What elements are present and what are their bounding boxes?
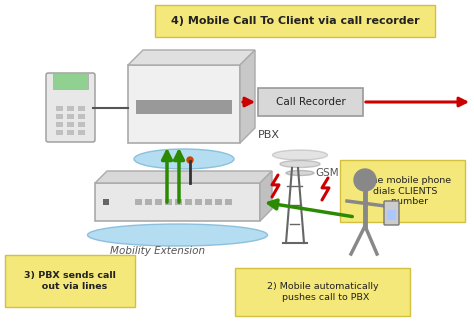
Bar — [56, 130, 63, 135]
Bar — [53, 73, 88, 89]
Bar — [78, 130, 85, 135]
FancyBboxPatch shape — [384, 201, 399, 225]
FancyBboxPatch shape — [5, 255, 135, 307]
Bar — [185, 199, 192, 205]
Text: 4) Mobile Call To Client via call recorder: 4) Mobile Call To Client via call record… — [171, 16, 419, 26]
Text: 2) Mobile automatically
  pushes call to PBX: 2) Mobile automatically pushes call to P… — [267, 282, 378, 302]
Bar — [56, 106, 63, 111]
Bar — [67, 130, 74, 135]
Bar — [67, 106, 74, 111]
Bar — [155, 199, 162, 205]
Bar — [225, 199, 232, 205]
Bar — [175, 199, 182, 205]
Bar — [145, 199, 152, 205]
Bar — [387, 210, 396, 220]
FancyBboxPatch shape — [128, 65, 240, 143]
Ellipse shape — [286, 170, 314, 176]
FancyBboxPatch shape — [155, 5, 435, 37]
Bar — [195, 199, 202, 205]
Circle shape — [187, 157, 193, 163]
Bar — [136, 100, 232, 114]
Bar — [135, 199, 142, 205]
FancyBboxPatch shape — [258, 88, 363, 116]
Text: 3) PBX sends call
   out via lines: 3) PBX sends call out via lines — [24, 271, 116, 291]
Polygon shape — [260, 171, 272, 221]
Ellipse shape — [134, 149, 234, 169]
Bar — [103, 199, 109, 205]
FancyBboxPatch shape — [46, 73, 95, 142]
Bar — [78, 114, 85, 119]
Text: GSM: GSM — [315, 168, 338, 178]
Bar — [78, 106, 85, 111]
FancyBboxPatch shape — [95, 183, 260, 221]
Text: Call Recorder: Call Recorder — [275, 97, 346, 107]
FancyBboxPatch shape — [235, 268, 410, 316]
Polygon shape — [128, 50, 255, 65]
Polygon shape — [240, 50, 255, 143]
Bar — [78, 122, 85, 127]
Bar — [56, 122, 63, 127]
Bar — [205, 199, 212, 205]
Text: 1) The mobile phone
  dials CLIENTS
     number: 1) The mobile phone dials CLIENTS number — [354, 176, 452, 206]
Ellipse shape — [280, 161, 320, 167]
Bar — [67, 114, 74, 119]
Circle shape — [354, 169, 376, 191]
Polygon shape — [95, 171, 272, 183]
FancyBboxPatch shape — [340, 160, 465, 222]
Text: Mobility Extension: Mobility Extension — [110, 246, 205, 256]
Ellipse shape — [88, 224, 267, 246]
Bar — [56, 114, 63, 119]
Bar — [165, 199, 172, 205]
Text: PBX: PBX — [258, 130, 280, 140]
Ellipse shape — [273, 150, 328, 160]
Bar — [67, 122, 74, 127]
Bar — [215, 199, 222, 205]
